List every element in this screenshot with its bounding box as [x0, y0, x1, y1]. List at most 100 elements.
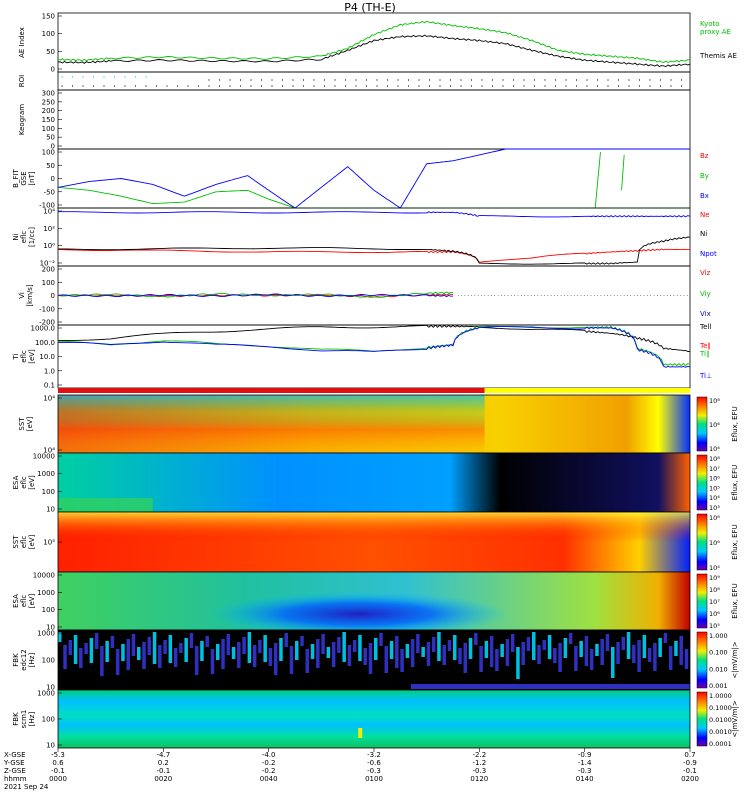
fbk1-cell — [395, 636, 399, 668]
vi-zero-dot — [660, 295, 662, 296]
ti-series-line — [58, 326, 691, 368]
vi-zero-dot — [501, 295, 502, 296]
vi-zero-dot — [471, 295, 472, 296]
fbk1-cell — [331, 642, 336, 667]
vi-zero-dot — [550, 295, 552, 296]
ti-ytick: 100.0 — [35, 339, 55, 347]
fbk2-colorbar-tick: 0.1000 — [709, 704, 732, 712]
roi-dot — [575, 79, 578, 81]
roi-dot — [596, 79, 599, 81]
keogram-frame — [57, 89, 691, 150]
keogram-ytick: 300 — [42, 90, 55, 98]
vi-zero-dot — [560, 295, 562, 296]
vi-zero-dot — [507, 295, 509, 296]
keogram-ytick: 100 — [42, 125, 55, 133]
esa_e-ylabel: ESA — [12, 594, 20, 608]
ae-ytick: 150 — [42, 13, 55, 21]
fbk1-cell — [231, 647, 236, 659]
fbk1-cell — [279, 638, 283, 661]
fbk1-cell — [310, 644, 315, 659]
vi-zero-dot — [461, 295, 462, 296]
roi-dot — [82, 85, 84, 87]
ti-series-line — [58, 324, 691, 352]
fbk1-cell — [626, 632, 631, 659]
fbk1-cell — [611, 647, 615, 678]
roi-dot — [250, 79, 252, 81]
fbk1-cell — [326, 647, 331, 658]
roi-dot — [344, 85, 347, 87]
roi-dot — [313, 85, 315, 87]
ni-ytick: 10⁻² — [40, 260, 56, 268]
roi-dot — [544, 79, 546, 81]
vi-ytick: 100 — [42, 279, 55, 287]
vi-ytick: -200 — [39, 319, 55, 327]
esa_i-ytick: 10000 — [33, 453, 55, 461]
sst_i-colorbar-tick: 10⁸ — [709, 397, 720, 405]
fbk2-ylabel: scm1 — [20, 710, 28, 729]
roi-dot — [292, 85, 294, 87]
xaxis-tick-label: -0.6 — [367, 759, 381, 767]
fbk1-cell — [568, 633, 573, 644]
roi-dot — [187, 85, 189, 87]
fbk1-ylabel: edc12 — [20, 649, 28, 671]
fbk1-cell — [115, 649, 120, 675]
vi-zero-dot — [583, 295, 585, 296]
fbk1-cell — [537, 645, 541, 664]
sst_i-ylabel: [eV] — [26, 416, 34, 431]
fbk1-cell — [479, 646, 483, 672]
fbk1-cell — [163, 640, 167, 654]
fbk1-cell — [416, 634, 420, 653]
fbk1-cell — [100, 646, 104, 676]
xaxis-tick-label: -2.2 — [472, 751, 486, 759]
roi-dot — [134, 85, 137, 87]
roi-dot — [512, 85, 515, 87]
xaxis-tick-label: -3.2 — [367, 751, 381, 759]
fbk1-cell — [647, 648, 652, 662]
fbk1-cell — [431, 637, 436, 652]
ni-ytick: 10² — [43, 225, 55, 233]
xaxis-tick-label: -4.7 — [156, 751, 170, 759]
sst_i-ytick: 10⁴ — [43, 395, 55, 403]
fbk2-ytick: 10 — [46, 742, 55, 750]
xaxis-row-label: hhmm — [4, 775, 27, 783]
bfit-ytick: 50 — [46, 162, 55, 170]
fbk2-ytick: 1000 — [37, 690, 55, 698]
roi-dot — [481, 85, 483, 87]
roi-dot — [670, 79, 672, 81]
vi-zero-dot — [633, 295, 635, 296]
esa_e-ytick: 100 — [42, 606, 55, 614]
bfit-legend-entry: By — [700, 172, 709, 180]
roi-dot — [82, 76, 84, 78]
vi-zero-dot — [547, 295, 549, 296]
vi-zero-dot — [564, 295, 565, 296]
roi-dot — [229, 85, 231, 87]
vi-zero-dot — [573, 295, 575, 296]
fbk1-cell — [189, 633, 194, 648]
vi-zero-dot — [577, 295, 579, 296]
fbk1-cell — [500, 644, 504, 657]
roi-dot — [502, 79, 504, 81]
xaxis-tick-label: -0.1 — [683, 767, 697, 775]
fbk1-cell — [447, 640, 452, 651]
roi-dot — [439, 85, 441, 87]
ni-ylabel: eflc — [20, 231, 28, 244]
ti-legend-entry: Ti⊥ — [699, 372, 712, 380]
sst_i-heatmap-overlay — [58, 395, 485, 453]
roi-dot — [533, 85, 536, 87]
ae-frame — [57, 12, 691, 73]
vi-ylabel: Vi — [18, 292, 26, 299]
bfit-legend-entry: Bz — [700, 152, 709, 160]
roi-dot — [491, 79, 494, 81]
fbk1-cell — [168, 635, 173, 663]
vi-zero-dot — [570, 295, 572, 296]
fbk1-cell — [258, 640, 262, 653]
vi-zero-dot — [686, 295, 688, 296]
fbk1-cell — [158, 645, 162, 668]
ti-ylabel: Ti — [12, 353, 20, 360]
fbk1-cell — [532, 632, 536, 660]
vi-zero-dot — [567, 295, 569, 296]
fbk2-heatmap — [58, 690, 690, 748]
fbk1-cell — [684, 649, 689, 669]
